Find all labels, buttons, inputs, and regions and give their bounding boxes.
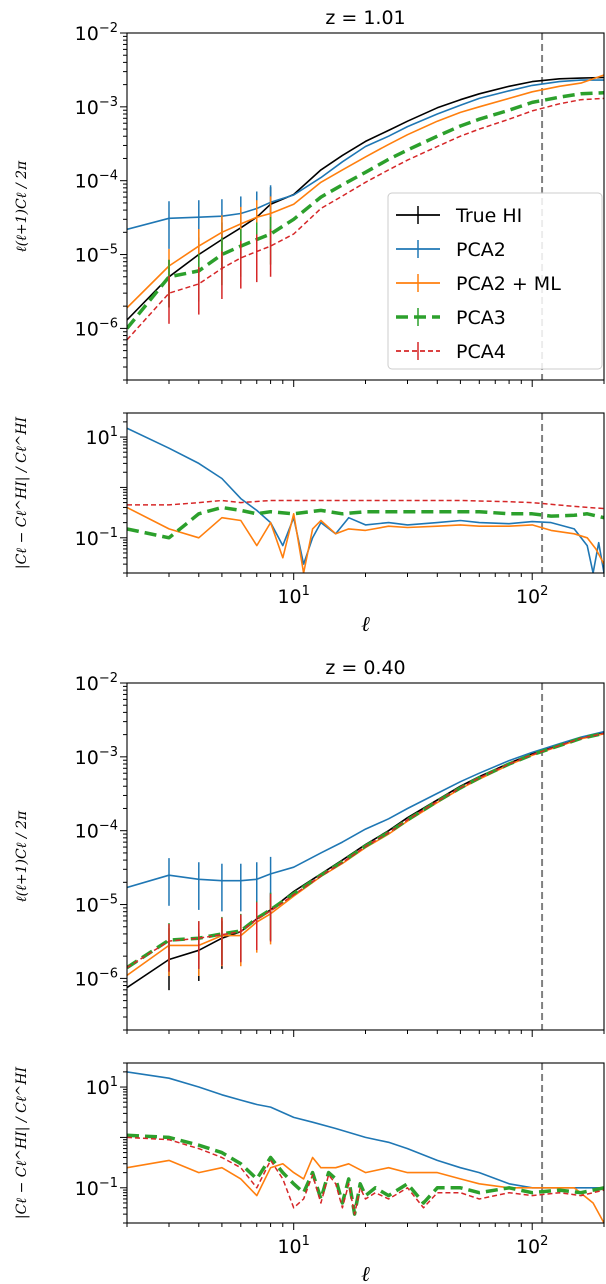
y-tick-label: 10−3 bbox=[75, 95, 118, 119]
y-tick-label: 101 bbox=[86, 425, 118, 449]
series-line-pca3 bbox=[127, 91, 604, 330]
y-tick-label: 10−2 bbox=[75, 21, 118, 45]
y-tick-label: 10−5 bbox=[75, 243, 118, 267]
y-axis-label: |Cℓ − Cℓ^HI| / Cℓ^HI bbox=[14, 416, 30, 569]
legend-label: PCA4 bbox=[456, 341, 506, 363]
y-tick-label: 10−3 bbox=[75, 745, 118, 769]
main-panel-1: 10−6 10−5 10−4 10−3 10−2 z = 1.01 ℓ(ℓ+1)Cℓ / 2… bbox=[14, 7, 605, 387]
plot-area bbox=[127, 1063, 604, 1223]
axes-frame bbox=[126, 1062, 605, 1224]
series-line-true-hi bbox=[127, 76, 604, 321]
series-line-pca4 bbox=[127, 732, 604, 969]
main-panel-2: 10−6 10−5 10−4 10−3 10−2 z = 0.40 ℓ(ℓ+1)Cℓ / 2… bbox=[14, 657, 605, 1037]
y-tick-label: 10−5 bbox=[75, 893, 118, 917]
legend: True HI PCA2 PCA2 + ML PCA3 PCA4 bbox=[387, 192, 603, 370]
legend-label: True HI bbox=[455, 205, 522, 227]
y-tick-label: 10−6 bbox=[75, 316, 118, 340]
y-tick-label: 10−1 bbox=[75, 526, 118, 550]
series-line-pca4 bbox=[127, 1136, 604, 1215]
series-line-pca4 bbox=[127, 499, 604, 510]
series-line-pca2 bbox=[127, 427, 604, 573]
legend-label: PCA2 bbox=[456, 239, 506, 261]
plot-area bbox=[127, 413, 604, 573]
x-tick-label: 102 bbox=[516, 584, 548, 608]
axes-frame bbox=[126, 412, 605, 574]
x-axis-label: ℓ bbox=[361, 1262, 370, 1284]
plot-area bbox=[127, 683, 604, 1030]
series-line-pca2 bbox=[127, 730, 604, 889]
y-axis-label: ℓ(ℓ+1)Cℓ / 2π bbox=[14, 160, 30, 252]
y-axis-label: |Cℓ − Cℓ^HI| / Cℓ^HI bbox=[14, 1066, 30, 1219]
series-line-pca2 bbox=[127, 1071, 604, 1189]
y-tick-label: 10−4 bbox=[75, 169, 118, 193]
panel-title: z = 1.01 bbox=[325, 7, 405, 29]
ratio-panel-2: 10−1 101 101 102 ℓ |Cℓ − Cℓ^HI| / Cℓ^HI bbox=[14, 1062, 605, 1284]
x-tick-label: 101 bbox=[277, 1234, 309, 1258]
series-line-pca2-ml bbox=[127, 1156, 604, 1223]
legend-box bbox=[387, 192, 603, 370]
series-line-pca3 bbox=[127, 1133, 604, 1216]
series-line-pca2 bbox=[127, 79, 604, 231]
y-tick-label: 101 bbox=[86, 1075, 118, 1099]
ratio-panel-1: 10−1 101 101 102 ℓ |Cℓ − Cℓ^HI| / Cℓ^HI bbox=[14, 412, 605, 636]
x-axis-label: ℓ bbox=[361, 612, 370, 636]
panel-title: z = 0.40 bbox=[325, 657, 405, 679]
x-tick-label: 101 bbox=[277, 584, 309, 608]
y-tick-label: 10−4 bbox=[75, 819, 118, 843]
y-tick-label: 10−6 bbox=[75, 966, 118, 990]
series-line-pca2-ml bbox=[127, 506, 604, 573]
axes-frame bbox=[126, 682, 605, 1031]
legend-label: PCA2 + ML bbox=[456, 273, 561, 295]
axes-frame bbox=[126, 32, 605, 381]
legend-label: PCA3 bbox=[456, 307, 506, 329]
series-line-pca2-ml bbox=[127, 74, 604, 309]
y-axis-label: ℓ(ℓ+1)Cℓ / 2π bbox=[14, 810, 30, 902]
series-line-pca4 bbox=[127, 97, 604, 341]
series-line-pca3 bbox=[127, 505, 604, 540]
y-tick-label: 10−2 bbox=[75, 671, 118, 695]
y-tick-label: 10−1 bbox=[75, 1176, 118, 1200]
x-tick-label: 102 bbox=[516, 1234, 548, 1258]
plot-area bbox=[127, 33, 604, 380]
